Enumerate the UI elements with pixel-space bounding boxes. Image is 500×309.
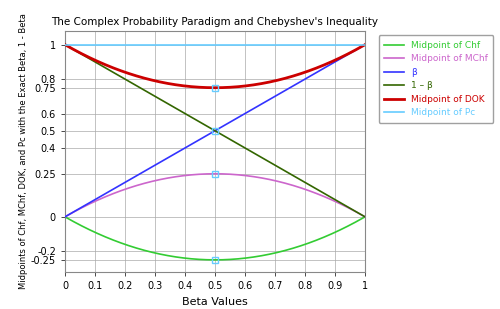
Y-axis label: Midpoints of Chf, MChf, DOK, and Pc with the Exact Beta, 1 - Beta: Midpoints of Chf, MChf, DOK, and Pc with… [19,14,28,289]
X-axis label: Beta Values: Beta Values [182,297,248,307]
Title: The Complex Probability Paradigm and Chebyshev's Inequality: The Complex Probability Paradigm and Che… [52,17,378,27]
Legend: Midpoint of Chf, Midpoint of MChf, β, 1 – β, Midpoint of DOK, Midpoint of Pc: Midpoint of Chf, Midpoint of MChf, β, 1 … [378,36,494,123]
